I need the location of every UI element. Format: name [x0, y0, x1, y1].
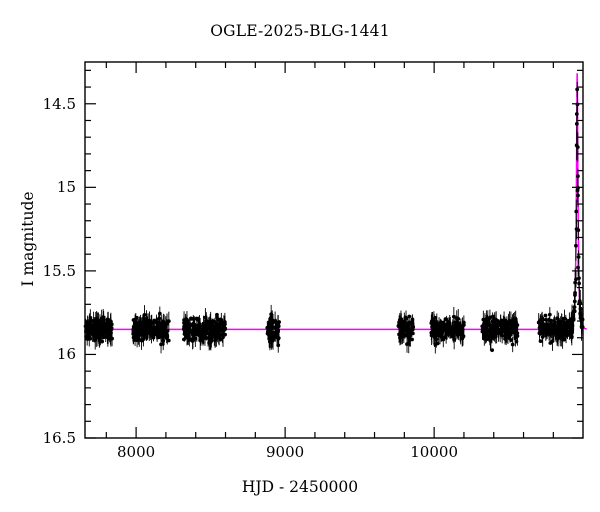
x-tick-label: 10000: [410, 443, 458, 461]
y-tick-label: 16.5: [42, 429, 76, 447]
model-curve: [84, 72, 587, 331]
y-tick-label: 14.5: [42, 94, 76, 113]
page-title: OGLE-2025-BLG-1441: [210, 22, 390, 40]
x-tick-label: 9000: [266, 443, 305, 461]
x-axis-label: HJD - 2450000: [241, 478, 359, 496]
y-tick-label: 15: [56, 178, 76, 197]
y-tick-label: 15.5: [42, 261, 76, 280]
x-tick-label: 8000: [117, 443, 156, 461]
y-tick-label: 16: [56, 345, 76, 364]
data-points: [83, 81, 585, 354]
plot-axes: [84, 61, 584, 439]
